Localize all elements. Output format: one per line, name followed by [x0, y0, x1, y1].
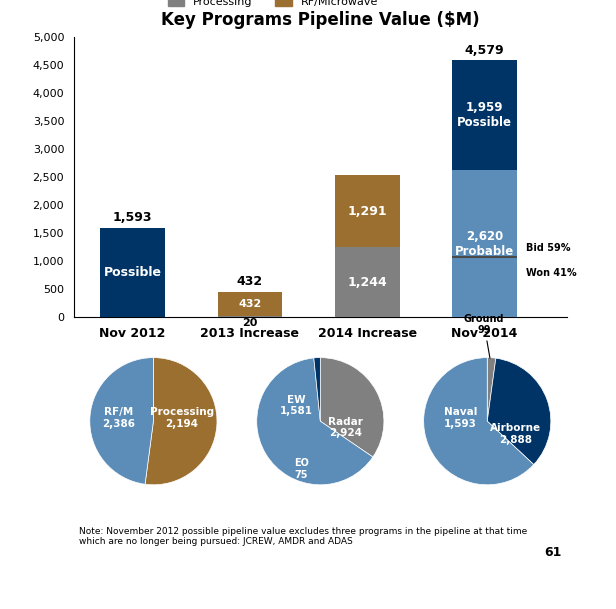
- Bar: [217, 316, 282, 317]
- Text: Note: November 2012 possible pipeline value excludes three programs in the pipel: Note: November 2012 possible pipeline va…: [79, 527, 527, 546]
- Text: 2,620
Probable: 2,620 Probable: [455, 230, 514, 258]
- Bar: [452, 60, 517, 170]
- Wedge shape: [90, 357, 153, 484]
- Wedge shape: [320, 357, 384, 457]
- Wedge shape: [145, 357, 217, 485]
- Wedge shape: [487, 357, 496, 421]
- Text: Naval
1,593: Naval 1,593: [444, 407, 477, 429]
- Text: Airborne
2,888: Airborne 2,888: [490, 423, 541, 445]
- Text: 1,244: 1,244: [347, 276, 387, 289]
- Bar: [100, 228, 165, 317]
- Text: 61: 61: [545, 546, 562, 558]
- Text: Radar
2,924: Radar 2,924: [328, 417, 363, 438]
- Text: EO
75: EO 75: [294, 458, 309, 480]
- Text: Possible: Possible: [103, 266, 161, 279]
- Text: EW
1,581: EW 1,581: [280, 395, 313, 416]
- Wedge shape: [424, 357, 533, 485]
- Text: Bid 59%: Bid 59%: [526, 244, 571, 253]
- Text: RF/M
2,386: RF/M 2,386: [102, 407, 135, 429]
- Text: Processing
2,194: Processing 2,194: [150, 407, 214, 429]
- Text: 20: 20: [242, 318, 257, 328]
- Text: 1,593: 1,593: [113, 211, 152, 225]
- Text: 4,579: 4,579: [465, 44, 505, 57]
- Bar: [452, 170, 517, 317]
- Legend: Processing, RF/Microwave: Processing, RF/Microwave: [163, 0, 383, 11]
- Text: 1,959
Possible: 1,959 Possible: [457, 101, 512, 129]
- Text: Won 41%: Won 41%: [526, 268, 577, 278]
- Wedge shape: [314, 357, 320, 421]
- Text: 432: 432: [238, 299, 262, 309]
- Bar: [335, 247, 400, 317]
- Wedge shape: [257, 358, 373, 485]
- Bar: [335, 175, 400, 247]
- Title: Key Programs Pipeline Value ($M): Key Programs Pipeline Value ($M): [161, 12, 480, 29]
- Text: 432: 432: [237, 275, 263, 289]
- Text: 1,291: 1,291: [347, 205, 387, 217]
- Text: Ground
99: Ground 99: [464, 314, 505, 358]
- Bar: [217, 292, 282, 316]
- Wedge shape: [487, 358, 551, 465]
